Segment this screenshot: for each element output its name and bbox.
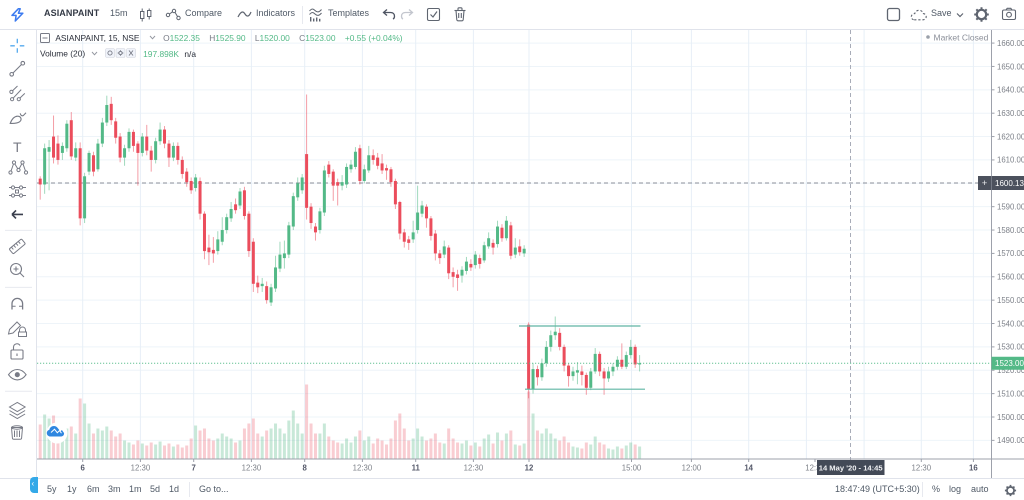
svg-text:1640.00: 1640.00	[997, 86, 1024, 95]
svg-text:12:30: 12:30	[912, 464, 932, 473]
svg-text:15:00: 15:00	[622, 464, 642, 473]
svg-text:1630.00: 1630.00	[997, 109, 1024, 118]
svg-text:1490.00: 1490.00	[997, 436, 1024, 445]
svg-text:14 May '20 - 14:45: 14 May '20 - 14:45	[819, 463, 884, 472]
svg-text:12:30: 12:30	[353, 464, 373, 473]
svg-text:14: 14	[744, 464, 753, 473]
svg-text:11: 11	[412, 464, 421, 473]
svg-text:12:30: 12:30	[242, 464, 262, 473]
svg-text:1600.13: 1600.13	[995, 179, 1024, 188]
svg-text:1580.00: 1580.00	[997, 226, 1024, 235]
svg-text:1510.00: 1510.00	[997, 389, 1024, 398]
svg-text:16: 16	[969, 464, 978, 473]
svg-text:T: T	[13, 139, 22, 155]
svg-text:12:30: 12:30	[805, 464, 825, 473]
svg-text:1530.00: 1530.00	[997, 343, 1024, 352]
svg-text:8: 8	[303, 464, 308, 473]
svg-text:1520.00: 1520.00	[997, 366, 1024, 375]
svg-text:1660.00: 1660.00	[997, 39, 1024, 48]
svg-text:1590.00: 1590.00	[997, 202, 1024, 211]
svg-text:6: 6	[81, 464, 86, 473]
svg-text:7: 7	[192, 464, 196, 473]
svg-text:12:00: 12:00	[682, 464, 702, 473]
svg-text:1560.00: 1560.00	[997, 273, 1024, 282]
svg-text:1570.00: 1570.00	[997, 249, 1024, 258]
svg-text:1500.00: 1500.00	[997, 413, 1024, 422]
svg-text:12:30: 12:30	[464, 464, 484, 473]
svg-text:1610.00: 1610.00	[997, 156, 1024, 165]
svg-text:Market Closed: Market Closed	[934, 32, 989, 42]
svg-text:1550.00: 1550.00	[997, 296, 1024, 305]
svg-text:1540.00: 1540.00	[997, 319, 1024, 328]
svg-text:12: 12	[525, 464, 534, 473]
svg-text:1650.00: 1650.00	[997, 62, 1024, 71]
svg-text:+: +	[982, 178, 988, 189]
svg-text:1620.00: 1620.00	[997, 132, 1024, 141]
svg-text:1523.00: 1523.00	[995, 359, 1024, 368]
svg-text:12:30: 12:30	[131, 464, 151, 473]
